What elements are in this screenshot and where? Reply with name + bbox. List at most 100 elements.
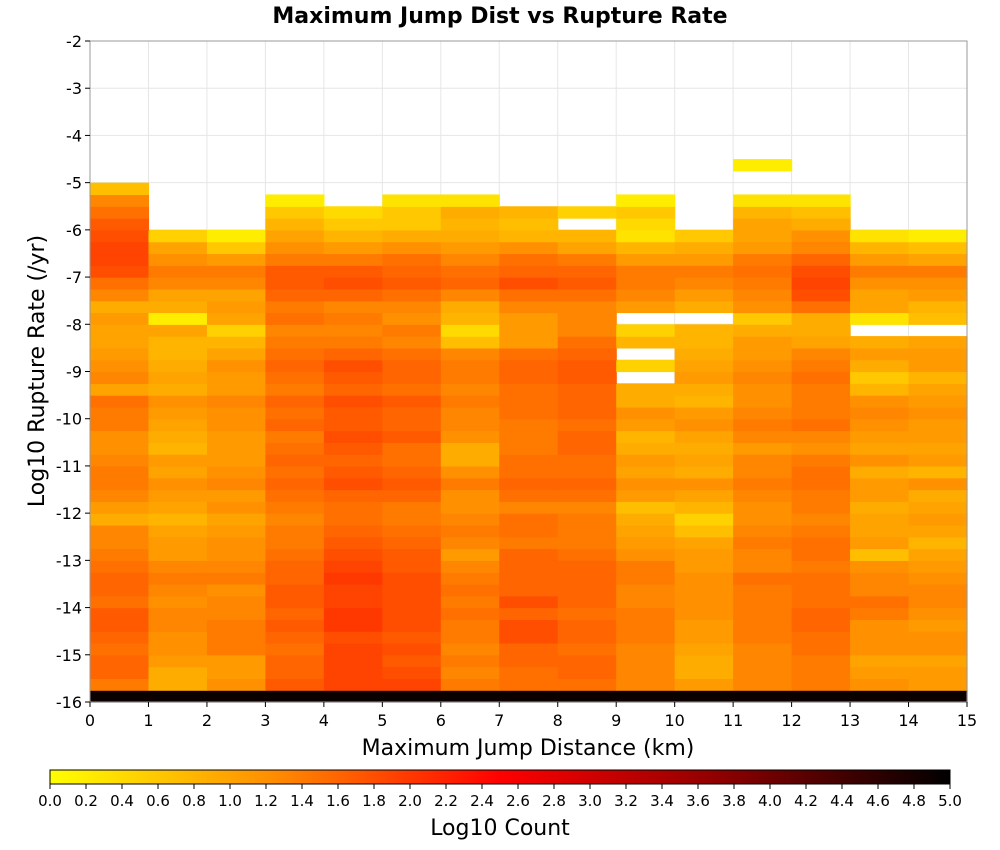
heatmap-cell (908, 631, 968, 644)
heatmap-cell (206, 524, 266, 538)
colorbar-tick-label: 5.0 (938, 792, 962, 810)
heatmap-cell (265, 418, 325, 432)
x-tick-label: 14 (898, 711, 918, 730)
y-tick-label: -3 (66, 79, 82, 98)
heatmap-cell (382, 218, 442, 231)
heatmap-cell (674, 336, 734, 349)
heatmap-cell (90, 336, 150, 349)
colorbar-tick-label: 3.2 (614, 792, 638, 810)
heatmap-cell (674, 642, 734, 656)
heatmap-cell (908, 524, 968, 538)
heatmap-cell (148, 607, 208, 620)
heatmap-cell (791, 465, 851, 479)
heatmap-cell (440, 524, 500, 538)
heatmap-cell (674, 253, 734, 266)
heatmap-cell (148, 312, 208, 325)
heatmap-cell (499, 501, 559, 514)
heatmap-cell (616, 277, 676, 290)
heatmap-cell (148, 241, 208, 255)
heatmap-cell (908, 300, 968, 314)
heatmap-cell (440, 666, 500, 679)
heatmap-cell (90, 277, 150, 290)
heatmap-cell (265, 560, 325, 573)
y-tick-label: -16 (56, 693, 82, 712)
heatmap-cell (323, 607, 383, 620)
heatmap-cell (440, 465, 500, 479)
heatmap-cell (148, 371, 208, 384)
heatmap-cell (908, 277, 968, 290)
heatmap-cell (90, 371, 150, 384)
colorbar-tick-label: 3.8 (722, 792, 746, 810)
heatmap-cell (148, 465, 208, 479)
heatmap-cell (265, 454, 325, 467)
heatmap-cell (206, 395, 266, 408)
heatmap-cell (440, 583, 500, 597)
heatmap-cell (616, 288, 676, 302)
heatmap-cell (791, 560, 851, 573)
heatmap-cell (791, 678, 851, 691)
heatmap-cell (440, 300, 500, 314)
heatmap-cell (90, 595, 150, 609)
heatmap-cell (733, 572, 793, 585)
heatmap-cell (206, 489, 266, 502)
heatmap-cell (908, 477, 968, 491)
heatmap-cell (440, 229, 500, 243)
heatmap-cell (791, 607, 851, 620)
heatmap-cell (323, 206, 383, 219)
heatmap-cell (90, 536, 150, 550)
heatmap-cell (440, 536, 500, 550)
heatmap-cell (850, 454, 910, 467)
heatmap-cell (382, 583, 442, 597)
heatmap-cell (908, 465, 968, 479)
heatmap-cell (791, 642, 851, 656)
heatmap-cell (499, 513, 559, 526)
y-axis-ticks: -2 -3 -4 -5 -6 -7 -8 -9 -10 -11 -12 -13 -14 -15 -16 (56, 32, 90, 712)
heatmap-cell (323, 371, 383, 384)
heatmap-cell (90, 359, 150, 373)
heatmap-cell (908, 241, 968, 255)
heatmap-cell (499, 218, 559, 231)
heatmap-cell (499, 324, 559, 337)
heatmap-cell (90, 265, 150, 278)
heatmap-cell (733, 501, 793, 514)
heatmap-cell (733, 359, 793, 373)
heatmap-cell (382, 253, 442, 266)
heatmap-cell (674, 442, 734, 455)
heatmap-cell (148, 642, 208, 656)
heatmap-cell (382, 371, 442, 384)
heatmap-cell (265, 324, 325, 337)
heatmap-cell (440, 454, 500, 467)
heatmap-cell (265, 288, 325, 302)
heatmap-cell (791, 513, 851, 526)
heatmap-cell (440, 241, 500, 255)
heatmap-cell (382, 513, 442, 526)
colorbar-tick-label: 3.0 (578, 792, 602, 810)
heatmap-cell (733, 560, 793, 573)
heatmap-cell (557, 654, 617, 668)
heatmap-cell (791, 241, 851, 255)
heatmap-cell (323, 619, 383, 632)
y-tick-label: -9 (66, 363, 82, 382)
heatmap-cell (733, 619, 793, 632)
heatmap-cell (791, 666, 851, 679)
heatmap-cell (265, 253, 325, 266)
x-tick-label: 11 (723, 711, 743, 730)
heatmap-cell (557, 229, 617, 243)
heatmap-cell (323, 418, 383, 432)
heatmap-cell (499, 572, 559, 585)
heatmap-cell (265, 336, 325, 349)
heatmap-cell (616, 442, 676, 455)
heatmap-cell (674, 572, 734, 585)
heatmap-cell (908, 454, 968, 467)
heatmap-cell (382, 631, 442, 644)
heatmap-cell (206, 642, 266, 656)
heatmap-cell (148, 277, 208, 290)
heatmap-cell (265, 371, 325, 384)
colorbar-tick-label: 0.0 (38, 792, 62, 810)
x-axis-label: Maximum Jump Distance (km) (362, 736, 695, 761)
heatmap-cell (908, 678, 968, 691)
heatmap-cell (499, 595, 559, 609)
colorbar-tick-label: 4.8 (902, 792, 926, 810)
heatmap-cell (557, 395, 617, 408)
heatmap-cell (908, 690, 968, 703)
